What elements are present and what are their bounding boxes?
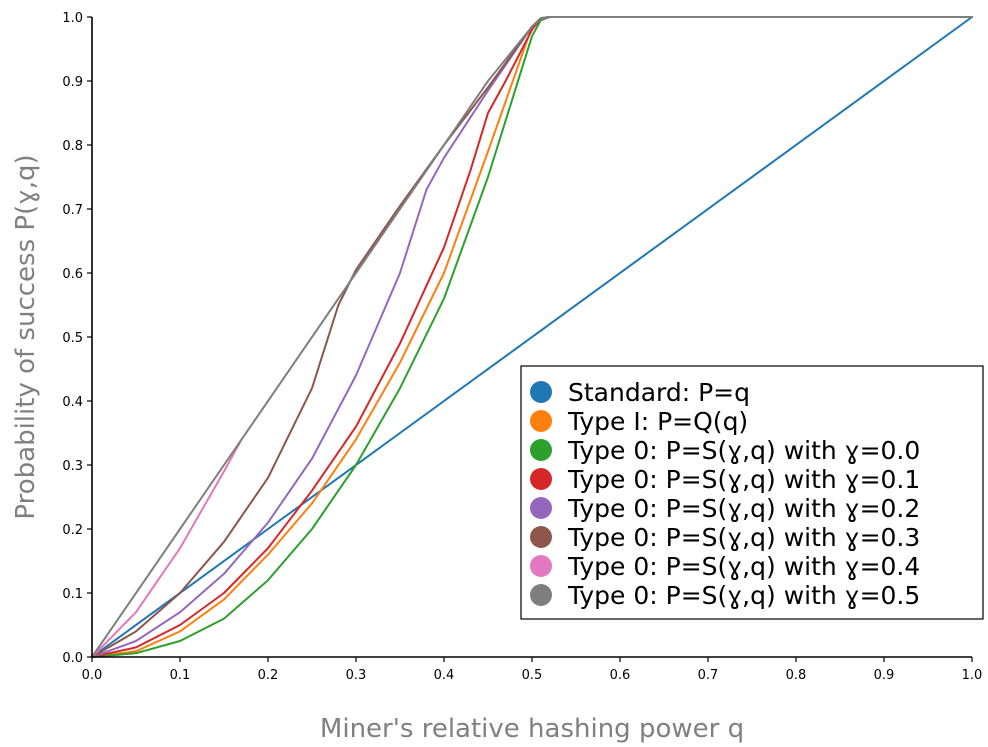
plot-lines bbox=[91, 16, 973, 658]
y-tick-label: 0.3 bbox=[62, 459, 83, 474]
y-tick-label: 0.4 bbox=[62, 395, 83, 410]
legend-label: Type 0: P=S(ɣ,q) with ɣ=0.3 bbox=[567, 523, 920, 552]
x-tick-label: 0.8 bbox=[786, 668, 807, 683]
x-tick-label: 0.4 bbox=[434, 668, 455, 683]
legend-label: Type 0: P=S(ɣ,q) with ɣ=0.5 bbox=[567, 581, 920, 610]
series-line-7 bbox=[91, 16, 973, 658]
legend-label: Type 0: P=S(ɣ,q) with ɣ=0.1 bbox=[567, 465, 920, 494]
x-tick-label: 0.3 bbox=[346, 668, 367, 683]
y-tick-label: 0.1 bbox=[62, 587, 83, 602]
x-tick-label: 0.1 bbox=[170, 668, 191, 683]
legend-label: Type 0: P=S(ɣ,q) with ɣ=0.2 bbox=[567, 494, 920, 523]
y-tick-label: 0.2 bbox=[62, 523, 83, 538]
legend-marker bbox=[530, 526, 552, 548]
y-tick-label: 0.6 bbox=[62, 267, 83, 282]
legend-box bbox=[520, 365, 984, 620]
legend-marker bbox=[530, 439, 552, 461]
y-tick-label: 0.8 bbox=[62, 139, 83, 154]
axes: 0.0 0.1 0.2 0.3 0.4 0.5 0.6 0.7 0.8 0.9 1.0 0.0 0.1 0… bbox=[62, 11, 982, 683]
series-line-0 bbox=[91, 16, 973, 658]
legend-label: Type 0: P=S(ɣ,q) with ɣ=0.0 bbox=[567, 436, 920, 465]
legend-marker bbox=[530, 497, 552, 519]
legend-label: Type 0: P=S(ɣ,q) with ɣ=0.4 bbox=[567, 552, 920, 581]
y-tick-label: 0.7 bbox=[62, 203, 83, 218]
x-tick-label: 1.0 bbox=[962, 668, 983, 683]
y-tick-label: 0.0 bbox=[62, 651, 83, 666]
y-tick-label: 0.5 bbox=[62, 331, 83, 346]
legend-marker bbox=[530, 381, 552, 403]
legend-marker bbox=[530, 584, 552, 606]
legend-marker bbox=[530, 410, 552, 432]
series-line-2 bbox=[91, 16, 973, 658]
legend-label: Type I: P=Q(q) bbox=[567, 407, 748, 436]
x-tick-label: 0.2 bbox=[258, 668, 279, 683]
x-axis-title: Miner's relative hashing power q bbox=[320, 714, 744, 744]
x-tick-label: 0.0 bbox=[82, 668, 103, 683]
y-tick-label: 0.9 bbox=[62, 75, 83, 90]
series-line-6 bbox=[91, 438, 243, 658]
x-tick-label: 0.6 bbox=[610, 668, 631, 683]
y-tick-label: 1.0 bbox=[62, 11, 83, 26]
legend-marker bbox=[530, 555, 552, 577]
series-line-3 bbox=[91, 16, 973, 658]
legend-marker bbox=[530, 468, 552, 490]
y-axis-title: Probability of success P(ɣ,q) bbox=[11, 154, 41, 519]
legend-label: Standard: P=q bbox=[568, 378, 750, 407]
x-tick-label: 0.9 bbox=[874, 668, 895, 683]
x-tick-label: 0.5 bbox=[522, 668, 543, 683]
x-tick-label: 0.7 bbox=[698, 668, 719, 683]
